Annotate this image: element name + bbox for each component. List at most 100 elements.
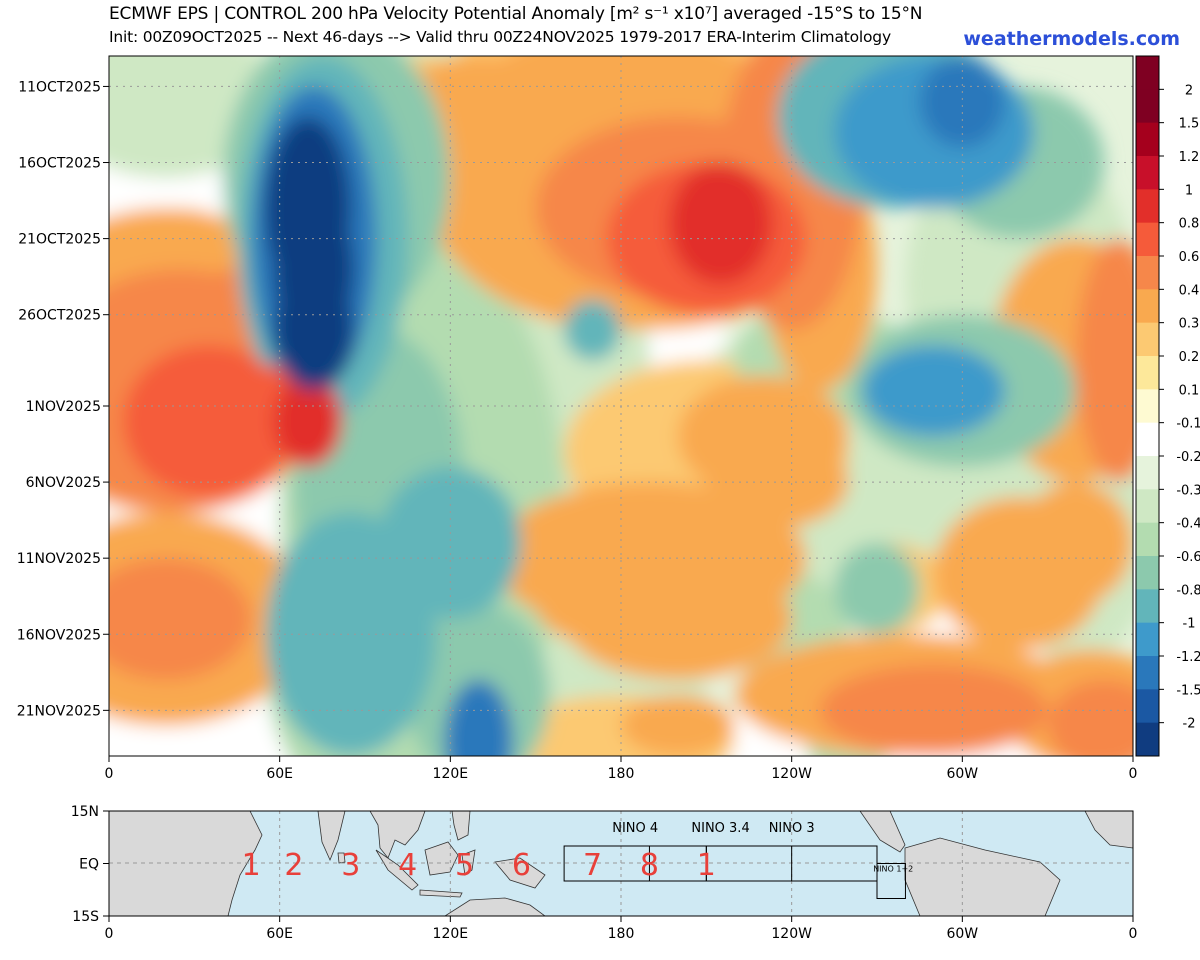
x-tick-label: 120W (771, 766, 812, 782)
x-tick-label: 180 (608, 766, 635, 782)
colorbar-segment (1136, 589, 1159, 624)
nino-label: NINO 3 (769, 821, 815, 836)
x-tick-label: 60E (266, 766, 293, 782)
map-x-tick-label: 0 (1129, 926, 1138, 942)
x-tick-label: 120E (433, 766, 469, 782)
colorbar-label: 0.6 (1179, 250, 1200, 265)
anomaly-blob (820, 664, 1048, 756)
colorbar-segment (1136, 622, 1159, 657)
colorbar-segment (1136, 189, 1159, 224)
sumatra-land (375, 849, 419, 891)
colorbar-segment (1136, 422, 1159, 457)
y-tick-label: 16NOV2025 (17, 627, 101, 643)
y-tick-label: 26OCT2025 (18, 308, 101, 324)
map-x-tick-label: 180 (608, 926, 635, 942)
colorbar-segment (1136, 489, 1159, 524)
colorbar-label: -1.2 (1176, 650, 1200, 665)
y-tick-label: 6NOV2025 (26, 475, 101, 491)
colorbar-segment (1136, 256, 1159, 290)
west-africa-land (1084, 811, 1133, 849)
colorbar-label: -0.6 (1176, 550, 1200, 565)
y-tick-label: 11OCT2025 (18, 79, 101, 95)
colorbar-label: -0.2 (1176, 450, 1200, 465)
chart-subtitle: Init: 00Z09OCT2025 -- Next 46-days --> V… (109, 28, 891, 46)
mjo-region-number: 5 (455, 848, 474, 883)
colorbar-segment (1136, 356, 1159, 390)
colorbar-segment (1136, 689, 1159, 724)
java-land (419, 889, 463, 898)
anomaly-blob (273, 375, 343, 467)
anomaly-blob (1047, 679, 1133, 756)
map-x-tick-label: 120E (433, 926, 469, 942)
anomaly-blob (1019, 482, 1133, 604)
colorbar-segment (1136, 156, 1159, 190)
map-y-tick-label: EQ (79, 857, 99, 873)
mjo-region-number: 1 (242, 848, 261, 883)
colorbar-label: 0.8 (1179, 217, 1200, 232)
y-tick-label: 16OCT2025 (18, 156, 101, 172)
central-america-land (859, 811, 906, 853)
colorbar-frame (1135, 55, 1160, 757)
colorbar-label: 2 (1185, 83, 1193, 98)
mjo-region-number: 3 (341, 848, 360, 883)
map-x-tick-label: 60E (266, 926, 293, 942)
anomaly-blob (444, 679, 513, 756)
colorbar-label: -0.8 (1176, 583, 1200, 598)
colorbar-label: -1.5 (1176, 683, 1200, 698)
anomaly-blob (862, 345, 1006, 437)
brand-link[interactable]: weathermodels.com (963, 28, 1180, 50)
mjo-region-number: 1 (697, 848, 716, 883)
map-x-tick-label: 120W (771, 926, 812, 942)
colorbar-label: -0.3 (1176, 483, 1200, 498)
south-america-land (904, 837, 1061, 916)
anomaly-blob (109, 558, 252, 680)
x-tick-label: 0 (1129, 766, 1138, 782)
colorbar-segment (1136, 656, 1159, 690)
sri-lanka-land (337, 852, 346, 864)
chart-title: ECMWF EPS | CONTROL 200 hPa Velocity Pot… (109, 4, 923, 24)
y-tick-label: 1NOV2025 (26, 399, 101, 415)
colorbar-segment (1136, 222, 1159, 257)
new-guinea-land (494, 857, 546, 889)
colorbar-label: -0.1 (1176, 417, 1200, 432)
anomaly-blob (706, 436, 849, 528)
colorbar-label: 0.3 (1179, 317, 1200, 332)
map-x-tick-label: 0 (105, 926, 114, 942)
philippines-land (451, 811, 471, 841)
anomaly-blob (273, 192, 354, 346)
nino-label: NINO 4 (612, 821, 658, 836)
colorbar-label: 0.2 (1179, 350, 1200, 365)
colorbar-label: -0.4 (1176, 517, 1200, 532)
mjo-region-number: 8 (640, 848, 659, 883)
nino-box (876, 863, 906, 899)
nino-label: NINO 3.4 (691, 821, 749, 836)
x-tick-label: 0 (105, 766, 114, 782)
india-land (317, 811, 346, 862)
y-axis: 11OCT2025 16OCT2025 21OCT2025 26OCT2025 1NOV… (17, 79, 109, 719)
mjo-region-number: 6 (512, 848, 531, 883)
colorbar-label: 0.1 (1179, 383, 1200, 398)
colorbar-label: -2 (1183, 717, 1196, 732)
x-axis-top: 0 60E 120E 180 120W 60W 0 (105, 756, 1138, 782)
map-y-axis: 15N EQ 15S (71, 804, 109, 925)
colorbar-label: 1.2 (1179, 150, 1200, 165)
y-tick-label: 21OCT2025 (18, 232, 101, 248)
nino-boxes: NINO 4 NINO 3.4 NINO 3 NINO 1+2 (563, 821, 913, 899)
colorbar-label: 0.4 (1179, 283, 1200, 298)
colorbar-segment (1136, 522, 1159, 557)
anomaly-blob (669, 162, 772, 285)
anomaly-blob (265, 512, 437, 756)
colorbar-label: 1 (1185, 183, 1193, 198)
y-tick-label: 11NOV2025 (17, 551, 101, 567)
anomaly-blob (564, 299, 621, 361)
africa-land (109, 811, 263, 916)
colorbar-segment (1136, 56, 1159, 90)
colorbar-label: -1 (1183, 617, 1196, 632)
map-x-tick-label: 60W (946, 926, 978, 942)
anomaly-blob (123, 345, 294, 498)
map-y-tick-label: 15N (71, 804, 99, 820)
